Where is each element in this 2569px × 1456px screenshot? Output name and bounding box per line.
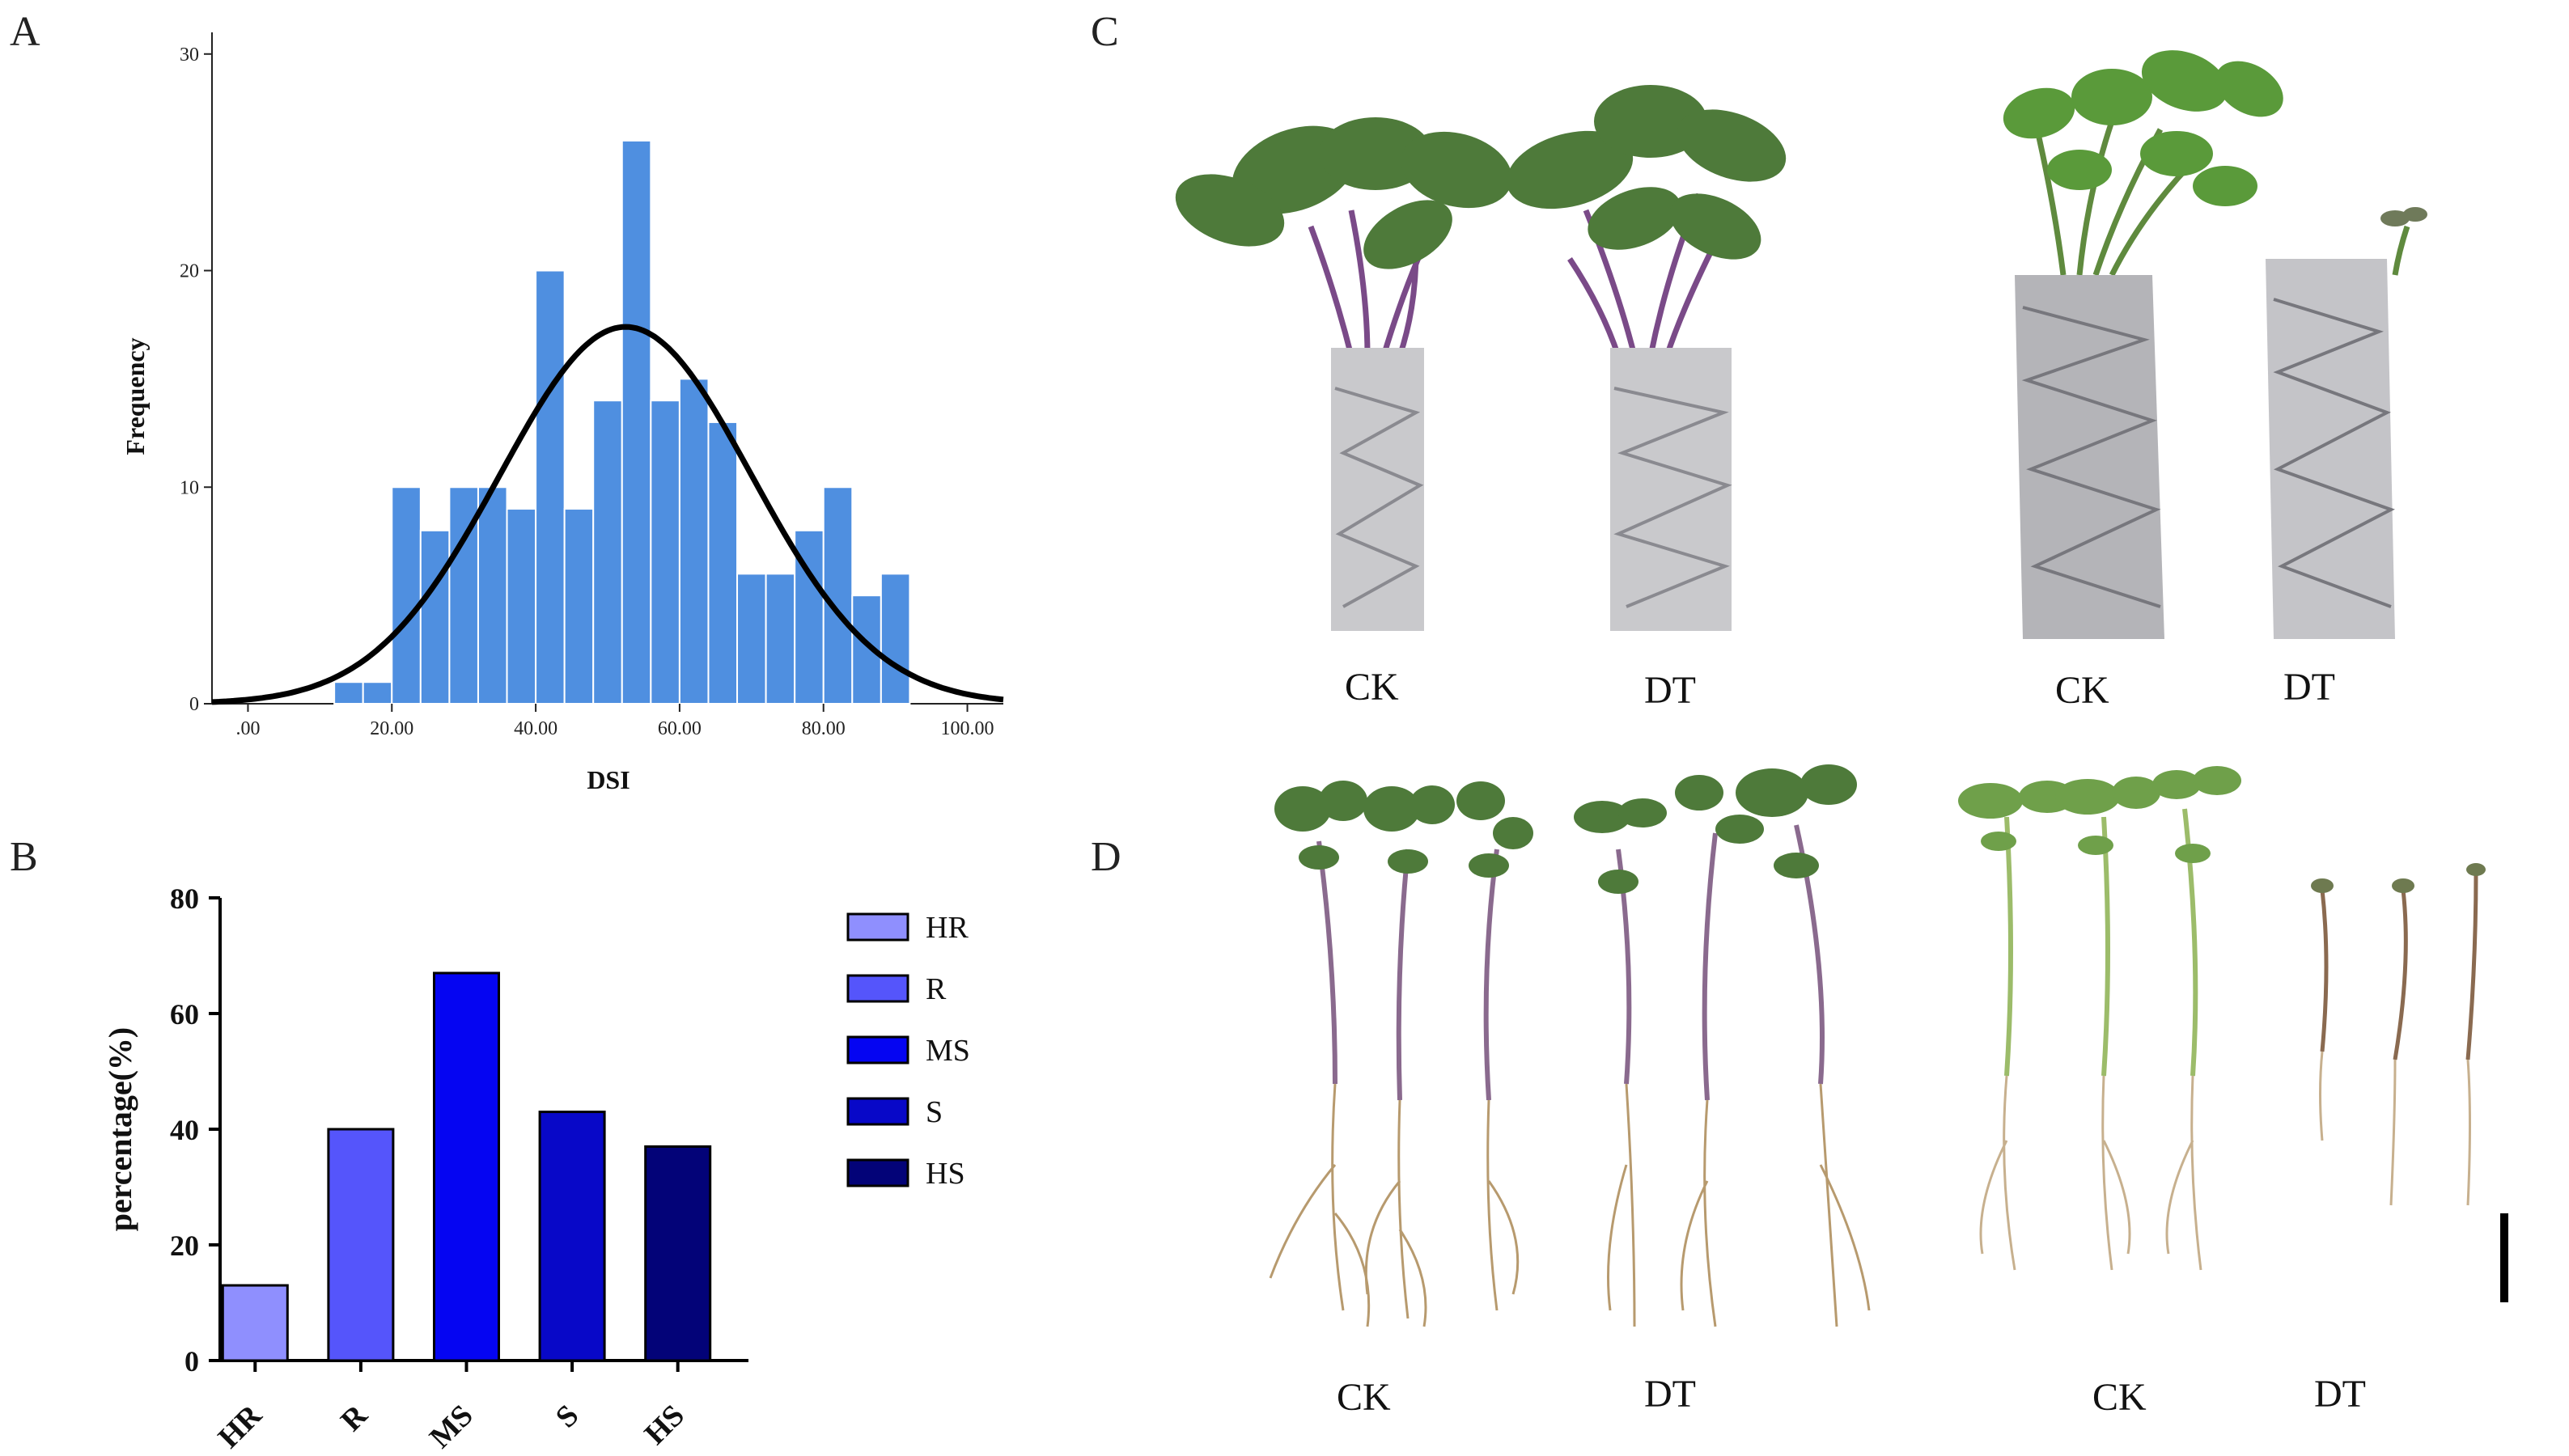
- x-tick-label: 80.00: [802, 718, 846, 739]
- x-tick-label: HS: [638, 1399, 692, 1452]
- x-tick-label: S: [549, 1399, 586, 1435]
- histogram-bar: [650, 400, 680, 705]
- x-tick-label: MS: [423, 1399, 480, 1455]
- label-d-right-ck: CK: [2092, 1376, 2147, 1419]
- bar-hs: [644, 1145, 712, 1362]
- panel-letter-d: D: [1091, 834, 1121, 880]
- label-c-left-ck: CK: [1345, 666, 1399, 709]
- histogram-bar: [880, 573, 911, 705]
- x-tick-label: HR: [212, 1398, 269, 1454]
- histogram-bar: [678, 378, 710, 705]
- bar-hr: [221, 1284, 289, 1362]
- label-c-left-dt: DT: [1644, 669, 1696, 712]
- panel-letter-b: B: [10, 834, 38, 880]
- y-tick-label: 20: [180, 261, 199, 282]
- y-tick-label: 60: [170, 998, 199, 1031]
- legend-label-s: S: [926, 1095, 943, 1129]
- legend-label-hr: HR: [926, 911, 969, 945]
- histogram-bar: [333, 681, 364, 705]
- photo-c-right: [1990, 16, 2492, 663]
- photo-c-left: [1149, 49, 1845, 663]
- panel-letter-a: A: [10, 9, 40, 55]
- legend-swatch-hs: [846, 1158, 909, 1187]
- histogram-bar: [419, 529, 451, 705]
- legend-swatch-r: [846, 974, 909, 1003]
- x-tick-label: 40.00: [514, 718, 557, 739]
- x-tick-label: 20.00: [370, 718, 413, 739]
- y-tick-label: 0: [184, 1345, 199, 1378]
- histogram-bar: [765, 573, 796, 705]
- photo-d-left: [1214, 760, 1910, 1375]
- histogram-bar: [736, 573, 767, 705]
- legend-label-r: R: [926, 972, 947, 1006]
- panel-letter-c: C: [1091, 9, 1119, 55]
- legend-swatch-hr: [846, 912, 909, 942]
- y-tick-label: 80: [170, 882, 199, 915]
- label-d-right-dt: DT: [2314, 1373, 2366, 1416]
- legend-swatch-ms: [846, 1035, 909, 1064]
- y-axis-title: percentage(%): [102, 1027, 138, 1232]
- x-axis-title: DSI: [587, 765, 630, 794]
- bar-r: [327, 1128, 395, 1362]
- histogram-bar: [535, 269, 566, 705]
- label-d-left-dt: DT: [1644, 1373, 1696, 1416]
- histogram-bar: [621, 139, 652, 705]
- histogram-bar: [362, 681, 393, 705]
- y-axis-title: Frequency: [121, 337, 150, 455]
- histogram-bar: [707, 421, 739, 705]
- histogram-chart: Frequency DSI .00 20.00 40.00 60.00 80.00 100…: [121, 32, 1004, 794]
- histogram-bar: [563, 508, 595, 705]
- x-tick-label: 100.00: [941, 718, 994, 739]
- seedlings-in-foil-illustration: [1175, 85, 1787, 631]
- x-tick-label: 60.00: [658, 718, 702, 739]
- x-tick-label: .00: [235, 718, 260, 739]
- y-tick-label: 30: [180, 44, 199, 66]
- seedlings-roots-illustration: [1269, 764, 1871, 1327]
- photo-d-right: [1942, 752, 2508, 1367]
- y-tick-label: 40: [170, 1114, 199, 1146]
- label-c-right-ck: CK: [2055, 669, 2109, 712]
- histogram-bar: [592, 400, 623, 705]
- legend-label-hs: HS: [926, 1157, 965, 1191]
- x-tick-label: R: [334, 1398, 374, 1437]
- normal-curve: [211, 324, 1004, 705]
- seedlings-in-foil-drought-illustration: [2003, 50, 2427, 639]
- y-tick-label: 0: [189, 694, 199, 715]
- histogram-bar: [477, 486, 508, 705]
- legend-swatch-s: [846, 1097, 909, 1126]
- bar-ms: [433, 971, 500, 1362]
- legend-label-ms: MS: [926, 1034, 970, 1068]
- histogram-bar: [506, 508, 537, 705]
- label-c-right-dt: DT: [2283, 666, 2335, 709]
- y-tick-label: 20: [170, 1230, 199, 1262]
- label-d-left-ck: CK: [1337, 1376, 1391, 1419]
- percentage-bar-chart: percentage(%) 0 20 40 60 80 HR R MS S HS HR R MS S HS: [102, 882, 970, 1455]
- bar-s: [538, 1111, 606, 1362]
- histogram-bar: [391, 486, 422, 705]
- seedlings-roots-drought-illustration: [1958, 766, 2508, 1302]
- y-tick-label: 10: [180, 477, 199, 498]
